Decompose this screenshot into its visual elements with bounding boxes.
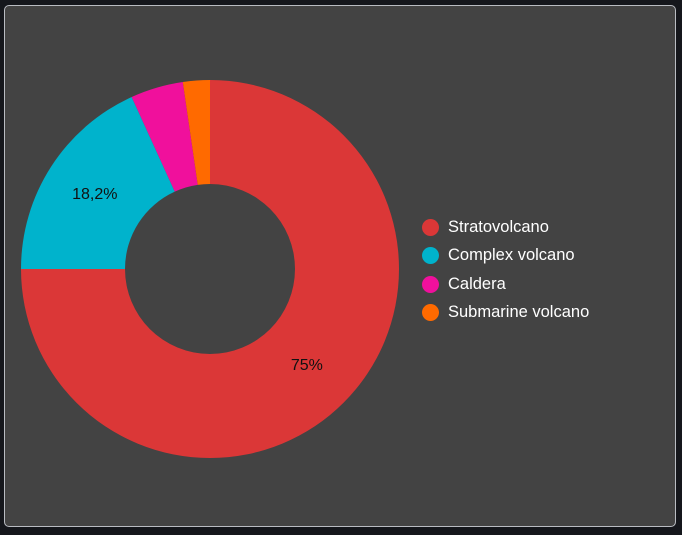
legend-label: Caldera — [448, 274, 506, 293]
legend-swatch — [422, 247, 439, 265]
donut-slices — [21, 80, 399, 458]
legend-swatch — [422, 304, 439, 322]
legend-item-stratovolcano[interactable]: Stratovolcano — [422, 213, 589, 242]
slice-stratovolcano[interactable] — [21, 80, 399, 458]
legend-item-caldera[interactable]: Caldera — [422, 270, 589, 299]
slice-submarine-volcano[interactable] — [182, 80, 210, 185]
slice-complex-volcano[interactable] — [21, 96, 175, 269]
slice-label-stratovolcano: 75% — [291, 357, 323, 374]
chart-legend: Stratovolcano Complex volcano Caldera Subma… — [422, 213, 589, 327]
legend-swatch — [422, 275, 439, 293]
legend-label: Complex volcano — [448, 246, 575, 265]
slice-caldera[interactable] — [131, 81, 198, 192]
legend-label: Stratovolcano — [448, 217, 549, 236]
legend-label: Submarine volcano — [448, 303, 590, 322]
legend-item-complex-volcano[interactable]: Complex volcano — [422, 242, 589, 271]
legend-item-submarine-volcano[interactable]: Submarine volcano — [422, 299, 589, 328]
slice-label-complex-volcano: 18,2% — [72, 186, 117, 203]
slice-labels: 75% 18,2% — [72, 186, 323, 374]
legend-swatch — [422, 218, 439, 236]
